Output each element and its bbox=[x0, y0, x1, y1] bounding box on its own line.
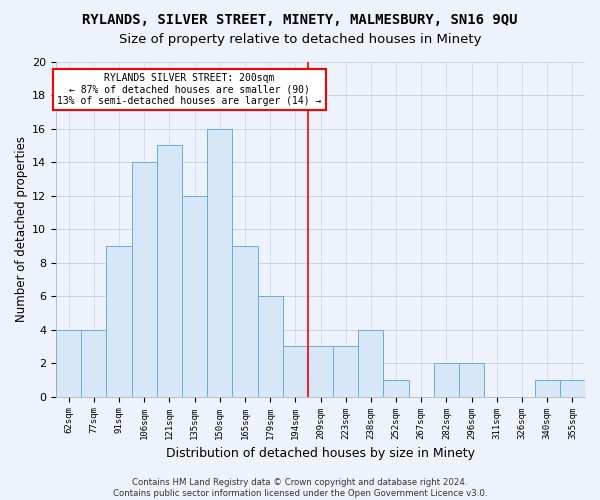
Text: Contains HM Land Registry data © Crown copyright and database right 2024.
Contai: Contains HM Land Registry data © Crown c… bbox=[113, 478, 487, 498]
Bar bbox=[383, 380, 409, 396]
Bar bbox=[56, 330, 81, 396]
Bar bbox=[535, 380, 560, 396]
Text: RYLANDS SILVER STREET: 200sqm
← 87% of detached houses are smaller (90)
13% of s: RYLANDS SILVER STREET: 200sqm ← 87% of d… bbox=[58, 73, 322, 106]
Bar bbox=[157, 146, 182, 396]
Bar bbox=[232, 246, 257, 396]
Bar bbox=[434, 363, 459, 396]
Bar bbox=[308, 346, 333, 397]
Bar bbox=[131, 162, 157, 396]
Bar bbox=[459, 363, 484, 396]
Y-axis label: Number of detached properties: Number of detached properties bbox=[15, 136, 28, 322]
Bar bbox=[358, 330, 383, 396]
Bar bbox=[283, 346, 308, 397]
Bar bbox=[333, 346, 358, 397]
Bar bbox=[257, 296, 283, 396]
X-axis label: Distribution of detached houses by size in Minety: Distribution of detached houses by size … bbox=[166, 447, 475, 460]
Text: RYLANDS, SILVER STREET, MINETY, MALMESBURY, SN16 9QU: RYLANDS, SILVER STREET, MINETY, MALMESBU… bbox=[82, 12, 518, 26]
Bar bbox=[207, 128, 232, 396]
Bar bbox=[81, 330, 106, 396]
Text: Size of property relative to detached houses in Minety: Size of property relative to detached ho… bbox=[119, 32, 481, 46]
Bar bbox=[106, 246, 131, 396]
Bar bbox=[560, 380, 585, 396]
Bar bbox=[182, 196, 207, 396]
